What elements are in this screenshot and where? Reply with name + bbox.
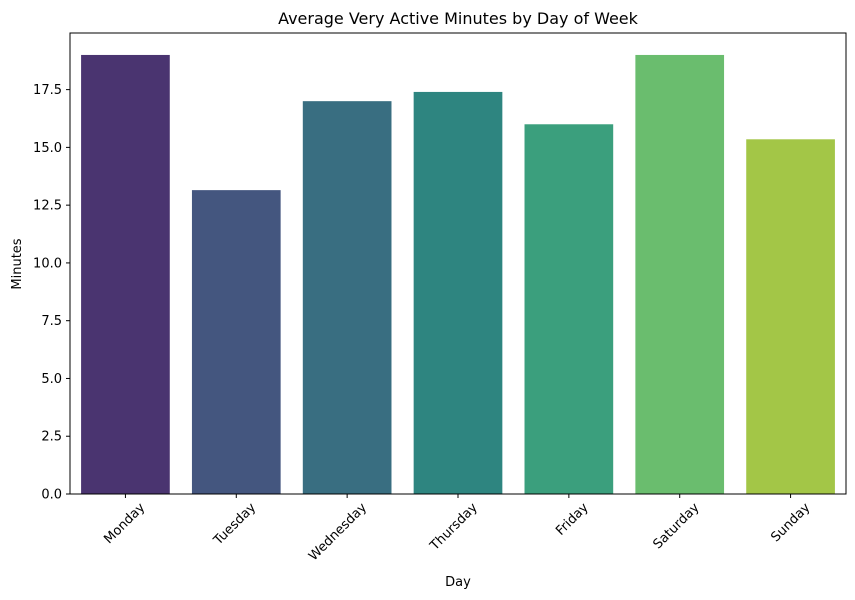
chart-title: Average Very Active Minutes by Day of We… (278, 9, 639, 28)
bar-saturday (635, 54, 725, 494)
y-tick-label: 10.0 (33, 256, 62, 271)
y-tick-label: 15.0 (33, 141, 62, 156)
x-tick-label: Sunday (768, 500, 813, 545)
y-tick-label: 12.5 (33, 199, 62, 214)
bar-monday (81, 54, 170, 494)
y-axis: 0.0 2.5 5.0 7.5 10.0 12.5 15.0 17.5 (33, 83, 70, 503)
y-axis-label: Minutes (10, 238, 25, 289)
bar-sunday (746, 139, 835, 494)
x-axis: Monday Tuesday Wednesday Thursday Friday Satu… (101, 494, 814, 564)
bar-wednesday (302, 101, 392, 495)
x-tick-label: Saturday (651, 500, 703, 552)
y-tick-label: 17.5 (33, 83, 62, 98)
x-tick-label: Monday (101, 500, 148, 547)
y-tick-label: 5.0 (41, 372, 62, 387)
x-tick-label: Friday (553, 500, 592, 539)
y-tick-label: 0.0 (41, 488, 62, 503)
y-tick-label: 2.5 (41, 430, 62, 445)
bar-thursday (413, 91, 503, 495)
plot-frame (69, 32, 847, 495)
x-tick-label: Tuesday (210, 500, 259, 549)
x-axis-label: Day (445, 575, 471, 590)
x-tick-label: Wednesday (306, 500, 370, 564)
bars-group (81, 54, 835, 495)
x-tick-label: Thursday (427, 500, 481, 554)
bar-tuesday (191, 190, 281, 495)
y-tick-label: 7.5 (41, 314, 62, 329)
bar-friday (524, 124, 614, 494)
